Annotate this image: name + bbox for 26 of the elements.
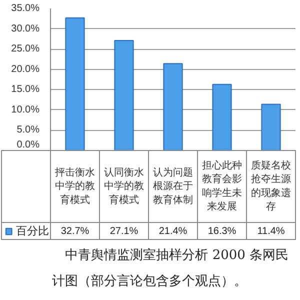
x-tick-label: 抨击衡水中学的教育模式 bbox=[54, 166, 95, 206]
y-tick-label: 5.0% bbox=[16, 124, 40, 136]
y-tick-label: 20.0% bbox=[11, 64, 40, 75]
text: 32.7% bbox=[60, 226, 90, 237]
x-tick-label: 认为问题根源在于教育体制 bbox=[153, 166, 193, 206]
legend-label: 百分比 bbox=[16, 224, 50, 238]
y-tick-label: 25.0% bbox=[11, 44, 40, 55]
text: 27.1% bbox=[110, 226, 138, 237]
x-tick-label: 担心此种教育会影响学生未来发展 bbox=[202, 159, 242, 213]
text: 11.4% bbox=[257, 226, 285, 237]
bar bbox=[261, 104, 281, 150]
x-tick-label: 认同衡水中学的教育模式 bbox=[104, 166, 144, 206]
bar bbox=[65, 17, 85, 150]
bar bbox=[114, 40, 134, 150]
y-tick-label: 35.0% bbox=[11, 3, 40, 14]
text: 计图（部分言论包含多个观点）。 bbox=[52, 273, 248, 289]
text: 16.3% bbox=[208, 226, 236, 237]
y-tick-label: 30.0% bbox=[11, 23, 40, 34]
y-tick-label: 10.0% bbox=[11, 104, 40, 116]
y-tick-label: 0.0% bbox=[16, 140, 40, 150]
bar bbox=[163, 63, 183, 150]
bar bbox=[212, 84, 232, 150]
text: 21.4% bbox=[158, 226, 188, 237]
x-tick-label: 质疑名校抢夺生源的现象遗存 bbox=[251, 159, 291, 213]
y-tick-label: 15.0% bbox=[11, 84, 40, 96]
text: 中青舆情监测室抽样分析 2000 条网民 bbox=[65, 247, 289, 263]
